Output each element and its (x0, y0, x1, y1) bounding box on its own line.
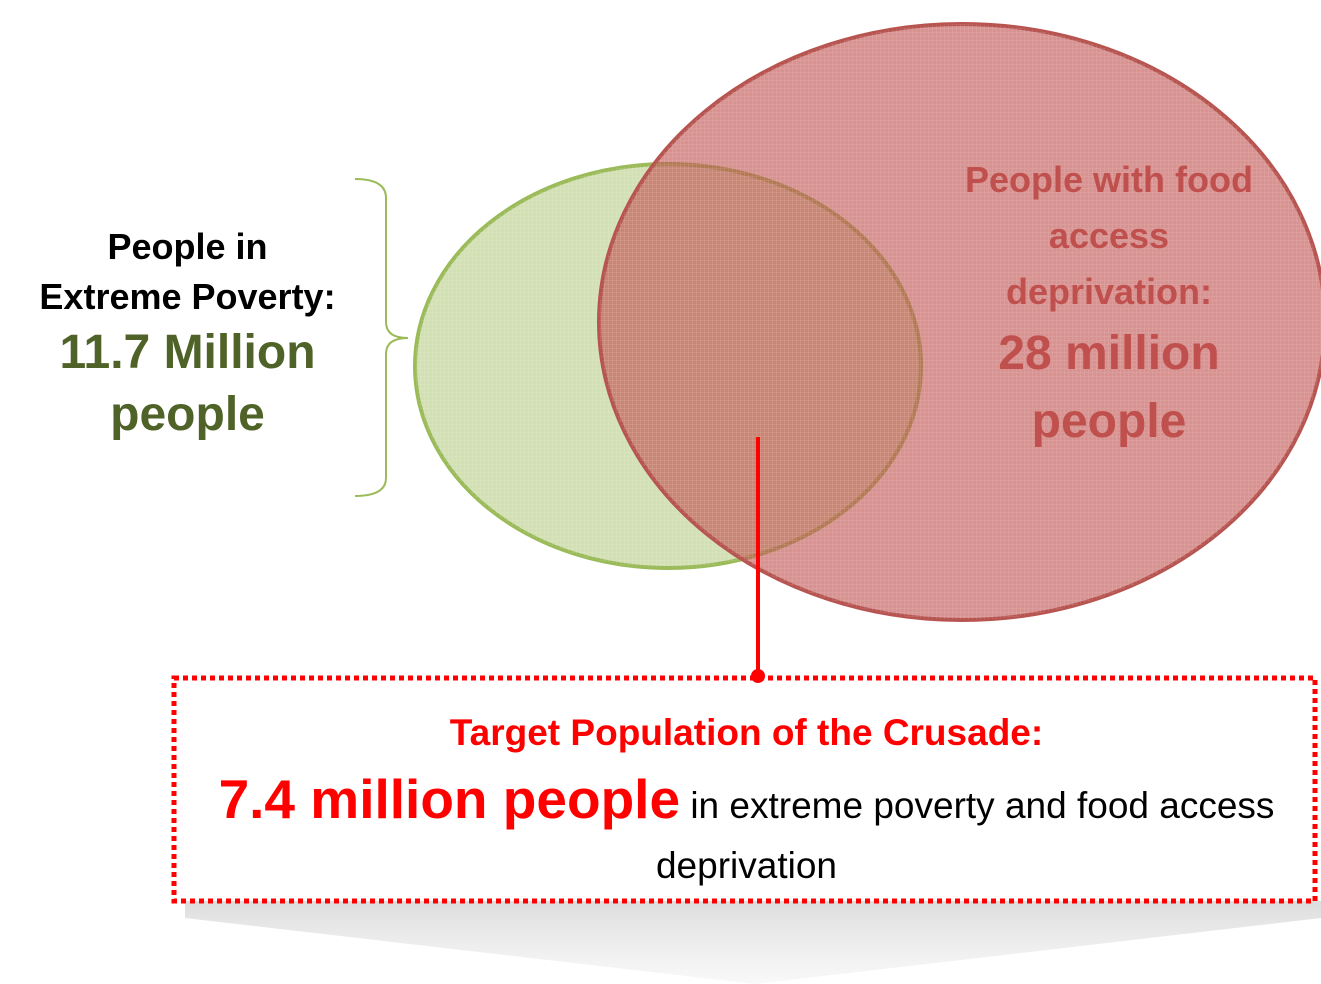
target-box-frame (171, 675, 1318, 904)
food-access-value: 28 million (998, 327, 1220, 380)
target-population-description: 7.4 million people in extreme poverty an… (192, 769, 1301, 896)
extreme-poverty-label: People in Extreme Poverty: 11.7 Million … (0, 222, 375, 446)
target-population-detail: in extreme poverty and food access depri… (655, 785, 1275, 886)
curly-brace (354, 178, 409, 497)
food-access-label-line: People with food (965, 159, 1253, 200)
target-population-box: Target Population of the Crusade: 7.4 mi… (172, 677, 1321, 901)
food-access-label-line: deprivation: (1005, 271, 1212, 312)
target-population-title: Target Population of the Crusade: (449, 712, 1044, 753)
food-access-deprivation-label: People with food access deprivation: 28 … (928, 152, 1290, 456)
extreme-poverty-label-line: People in (107, 226, 268, 267)
extreme-poverty-unit: people (110, 388, 265, 441)
target-population-value: 7.4 million people (218, 768, 681, 830)
set-food-access-deprivation-circle (597, 22, 1321, 622)
extreme-poverty-value: 11.7 Million (59, 326, 316, 379)
down-arrow-shape (185, 901, 1321, 984)
extreme-poverty-label-line: Extreme Poverty: (39, 276, 336, 317)
food-access-label-line: access (1048, 215, 1170, 256)
food-access-unit: people (1031, 395, 1187, 448)
